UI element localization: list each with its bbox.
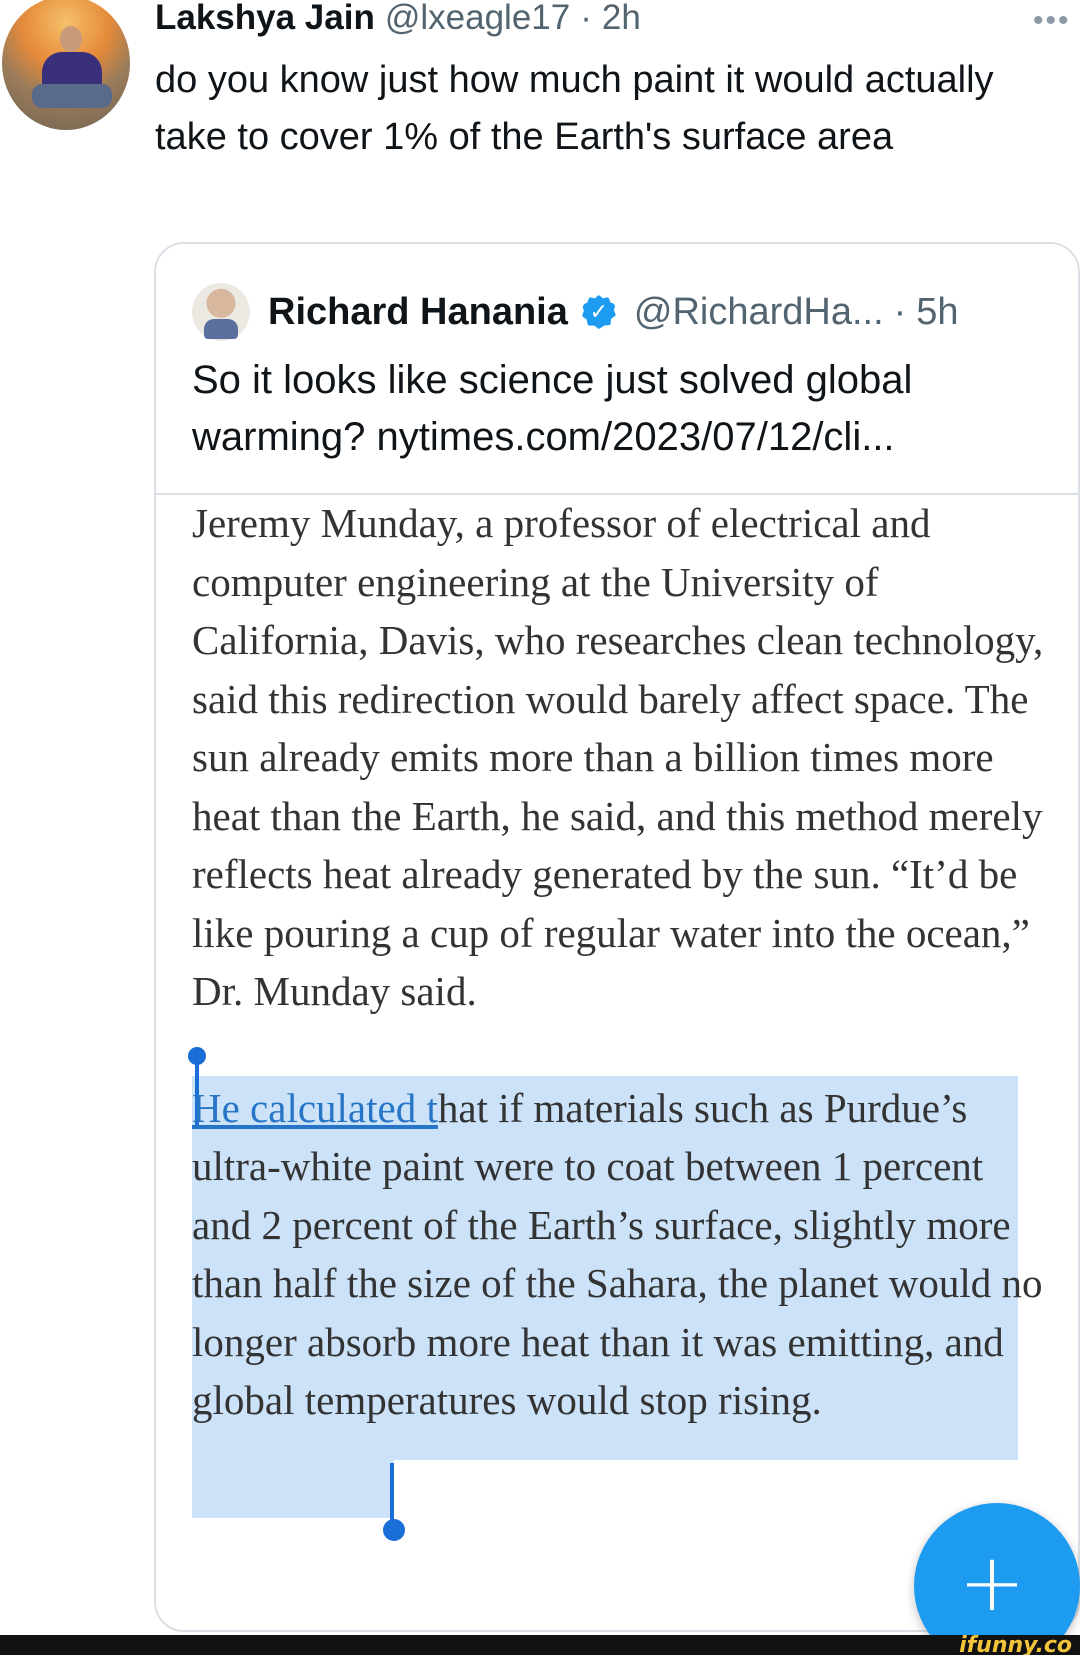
author-name[interactable]: Lakshya Jain: [155, 0, 375, 37]
article-paragraph-2: He calculated that if materials such as …: [192, 1079, 1052, 1430]
selection-start-handle[interactable]: [188, 1046, 206, 1065]
text-selection-highlight-tail: [192, 1459, 394, 1518]
quote-author-avatar[interactable]: [192, 283, 250, 341]
quote-text: So it looks like science just solved glo…: [192, 358, 913, 459]
article-paragraph-1: Jeremy Munday, a professor of electrical…: [192, 500, 1044, 1014]
separator-dot: ·: [580, 0, 592, 37]
quote-author-handle[interactable]: @RichardHa...: [633, 290, 884, 333]
selection-end-caret: [390, 1462, 394, 1523]
article-link[interactable]: He calculated t: [192, 1084, 438, 1131]
quoted-tweet[interactable]: Richard Hanania ✓ @RichardHa... · 5h So …: [154, 242, 1080, 1632]
selection-end-handle[interactable]: [383, 1518, 405, 1541]
selection-start-caret: [195, 1060, 199, 1127]
tweet-text: do you know just how much paint it would…: [155, 59, 994, 158]
avatar-figure-head: [60, 26, 82, 52]
separator-dot: ·: [893, 290, 907, 333]
more-options-icon[interactable]: •••: [1033, 4, 1071, 37]
author-handle[interactable]: @lxeagle17: [384, 0, 571, 37]
ifunny-watermark: ifunny.co: [959, 1633, 1072, 1655]
tweet-header: Lakshya Jain @lxeagle17 · 2h: [155, 0, 641, 42]
avatar-figure-legs: [32, 84, 112, 108]
quote-header: Richard Hanania ✓ @RichardHa... · 5h: [192, 280, 959, 344]
article-screenshot: Jeremy Munday, a professor of electrical…: [188, 494, 1052, 1541]
author-avatar[interactable]: [2, 0, 130, 130]
article-paragraph-2-text: hat if materials such as Purdue’s ultra-…: [192, 1084, 1043, 1424]
watermark-bar: [0, 1635, 1080, 1655]
selected-paragraph: He calculated that if materials such as …: [188, 1046, 1052, 1541]
quote-divider: [156, 493, 1078, 495]
tweet-timestamp[interactable]: 2h: [601, 0, 641, 37]
verified-badge-icon: ✓: [581, 295, 616, 329]
text-selection-highlight: [192, 1075, 1018, 1460]
quote-timestamp[interactable]: 5h: [916, 290, 959, 333]
compose-button[interactable]: +: [914, 1503, 1080, 1655]
quote-author-name[interactable]: Richard Hanania: [268, 290, 568, 333]
compose-plus-icon: +: [958, 1535, 1026, 1629]
